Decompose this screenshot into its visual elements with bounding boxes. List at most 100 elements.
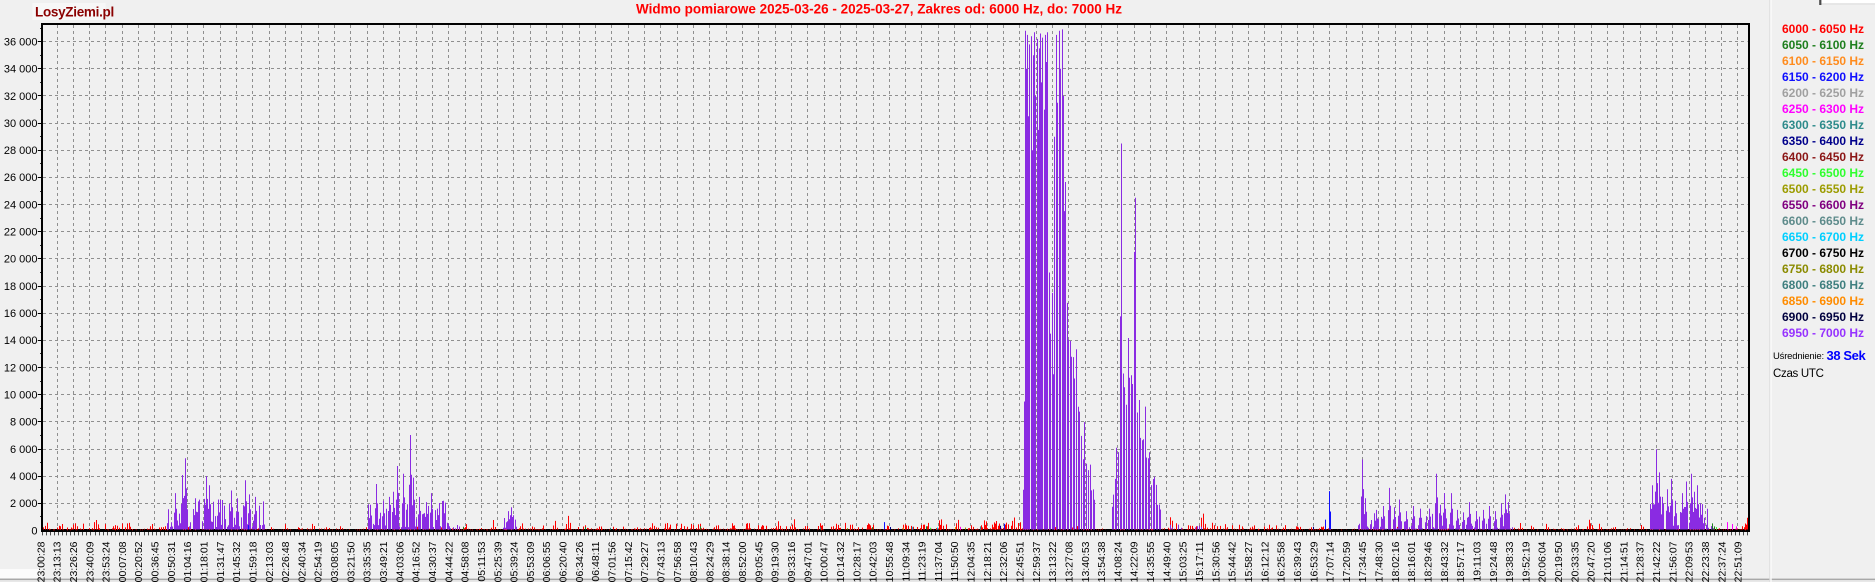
- svg-text:19:52:19: 19:52:19: [1520, 541, 1532, 582]
- svg-text:17:48:30: 17:48:30: [1374, 541, 1386, 582]
- svg-text:01:31:47: 01:31:47: [215, 541, 227, 582]
- svg-text:15:17:11: 15:17:11: [1194, 541, 1206, 581]
- svg-text:06:34:26: 06:34:26: [574, 541, 586, 582]
- svg-text:12 000: 12 000: [4, 362, 38, 374]
- svg-text:18:29:46: 18:29:46: [1423, 541, 1435, 582]
- svg-text:4 000: 4 000: [10, 471, 38, 483]
- svg-text:8 000: 8 000: [10, 417, 38, 429]
- svg-text:07:56:58: 07:56:58: [672, 541, 684, 582]
- svg-text:20:06:04: 20:06:04: [1537, 541, 1549, 582]
- svg-text:10:42:03: 10:42:03: [868, 541, 880, 582]
- svg-text:18:57:17: 18:57:17: [1455, 541, 1467, 582]
- svg-text:05:11:53: 05:11:53: [476, 541, 488, 581]
- svg-text:08:38:14: 08:38:14: [721, 541, 733, 582]
- svg-text:36 000: 36 000: [4, 37, 38, 49]
- svg-text:07:01:56: 07:01:56: [607, 541, 619, 582]
- svg-text:LosyZiemi.pl: LosyZiemi.pl: [35, 5, 114, 20]
- svg-text:02:40:34: 02:40:34: [296, 541, 308, 582]
- svg-text:10:28:17: 10:28:17: [851, 541, 863, 582]
- svg-text:18 000: 18 000: [4, 281, 38, 293]
- svg-text:06:06:55: 06:06:55: [541, 541, 553, 582]
- svg-text:24 000: 24 000: [4, 199, 38, 211]
- svg-text:14:49:40: 14:49:40: [1161, 541, 1173, 582]
- svg-text:23:53:24: 23:53:24: [101, 541, 113, 582]
- svg-text:21:14:51: 21:14:51: [1618, 541, 1630, 582]
- svg-text:21:28:37: 21:28:37: [1635, 541, 1647, 582]
- svg-text:01:18:01: 01:18:01: [199, 541, 211, 582]
- svg-text:10:55:48: 10:55:48: [884, 541, 896, 582]
- svg-text:6050 - 6100 Hz: 6050 - 6100 Hz: [1782, 38, 1864, 52]
- svg-text:06:20:40: 06:20:40: [558, 541, 570, 582]
- svg-text:32 000: 32 000: [4, 91, 38, 103]
- svg-text:6200 - 6250 Hz: 6200 - 6250 Hz: [1782, 86, 1864, 100]
- svg-text:23:40:09: 23:40:09: [84, 541, 96, 582]
- svg-text:23:13:13: 23:13:13: [52, 541, 64, 582]
- svg-text:08:24:29: 08:24:29: [704, 541, 716, 582]
- svg-text:11:37:04: 11:37:04: [933, 541, 945, 581]
- svg-text:23:00:28: 23:00:28: [35, 541, 47, 582]
- svg-text:05:39:24: 05:39:24: [509, 541, 521, 582]
- svg-text:18:43:32: 18:43:32: [1439, 541, 1451, 582]
- svg-text:03:21:50: 03:21:50: [345, 541, 357, 582]
- svg-text:13:54:38: 13:54:38: [1096, 541, 1108, 582]
- svg-text:6950 - 7000 Hz: 6950 - 7000 Hz: [1782, 326, 1864, 340]
- svg-text:07:29:27: 07:29:27: [639, 541, 651, 582]
- svg-text:Czas UTC: Czas UTC: [1773, 368, 1824, 380]
- svg-text:6850 - 6900 Hz: 6850 - 6900 Hz: [1782, 294, 1864, 308]
- svg-text:16:25:58: 16:25:58: [1276, 541, 1288, 582]
- svg-text:6700 - 6750 Hz: 6700 - 6750 Hz: [1782, 246, 1864, 260]
- svg-text:10:00:47: 10:00:47: [819, 541, 831, 582]
- svg-text:09:05:45: 09:05:45: [753, 541, 765, 582]
- svg-text:15:30:56: 15:30:56: [1210, 541, 1222, 582]
- svg-text:01:59:18: 01:59:18: [248, 541, 260, 582]
- svg-text:30 000: 30 000: [4, 118, 38, 130]
- svg-text:20:47:20: 20:47:20: [1586, 541, 1598, 582]
- svg-text:12:04:35: 12:04:35: [966, 541, 978, 582]
- svg-text:6300 - 6350 Hz: 6300 - 6350 Hz: [1782, 118, 1864, 132]
- svg-text:6550 - 6600 Hz: 6550 - 6600 Hz: [1782, 198, 1864, 212]
- svg-text:10 000: 10 000: [4, 390, 38, 402]
- svg-text:22:51:09: 22:51:09: [1733, 541, 1745, 582]
- svg-text:04:30:37: 04:30:37: [427, 541, 439, 582]
- svg-text:17:34:45: 17:34:45: [1357, 541, 1369, 582]
- svg-text:28 000: 28 000: [4, 145, 38, 157]
- svg-text:09:19:30: 09:19:30: [770, 541, 782, 582]
- svg-text:6350 - 6400 Hz: 6350 - 6400 Hz: [1782, 134, 1864, 148]
- svg-text:01:45:32: 01:45:32: [231, 541, 243, 582]
- svg-text:04:44:22: 04:44:22: [443, 541, 455, 582]
- svg-text:20:19:50: 20:19:50: [1553, 541, 1565, 582]
- svg-text:34 000: 34 000: [4, 64, 38, 76]
- svg-text:14:08:24: 14:08:24: [1112, 541, 1124, 582]
- svg-text:09:47:01: 09:47:01: [802, 541, 814, 582]
- svg-text:16:39:43: 16:39:43: [1292, 541, 1304, 582]
- svg-text:26 000: 26 000: [4, 172, 38, 184]
- svg-text:6900 - 6950 Hz: 6900 - 6950 Hz: [1782, 310, 1864, 324]
- svg-text:14:22:09: 14:22:09: [1129, 541, 1141, 582]
- svg-text:15:44:42: 15:44:42: [1227, 541, 1239, 582]
- svg-text:13:13:22: 13:13:22: [1047, 541, 1059, 582]
- svg-text:22 000: 22 000: [4, 227, 38, 239]
- svg-text:04:58:08: 04:58:08: [460, 541, 472, 582]
- svg-text:21:01:06: 21:01:06: [1602, 541, 1614, 582]
- svg-text:02:13:03: 02:13:03: [264, 541, 276, 582]
- svg-text:22:23:38: 22:23:38: [1700, 541, 1712, 582]
- svg-text:6000 - 6050 Hz: 6000 - 6050 Hz: [1782, 22, 1864, 36]
- svg-text:14:35:55: 14:35:55: [1145, 541, 1157, 582]
- svg-text:38 Sek: 38 Sek: [1827, 348, 1867, 363]
- svg-text:11:50:50: 11:50:50: [949, 541, 961, 581]
- svg-text:05:25:39: 05:25:39: [492, 541, 504, 582]
- svg-text:05:53:09: 05:53:09: [525, 541, 537, 582]
- svg-text:6600 - 6650 Hz: 6600 - 6650 Hz: [1782, 214, 1864, 228]
- svg-text:17:07:14: 17:07:14: [1325, 541, 1337, 582]
- svg-text:16:12:12: 16:12:12: [1259, 541, 1271, 582]
- svg-text:04:16:52: 04:16:52: [411, 541, 423, 582]
- svg-text:18:02:16: 18:02:16: [1390, 541, 1402, 582]
- svg-text:06:48:11: 06:48:11: [590, 541, 602, 581]
- svg-text:18:16:01: 18:16:01: [1406, 541, 1418, 582]
- svg-text:6650 - 6700 Hz: 6650 - 6700 Hz: [1782, 230, 1864, 244]
- svg-text:21:42:22: 21:42:22: [1651, 541, 1663, 582]
- svg-text:10:14:32: 10:14:32: [835, 541, 847, 582]
- svg-text:02:26:48: 02:26:48: [280, 541, 292, 582]
- svg-text:6400 - 6450 Hz: 6400 - 6450 Hz: [1782, 150, 1864, 164]
- svg-text:19:24:48: 19:24:48: [1488, 541, 1500, 582]
